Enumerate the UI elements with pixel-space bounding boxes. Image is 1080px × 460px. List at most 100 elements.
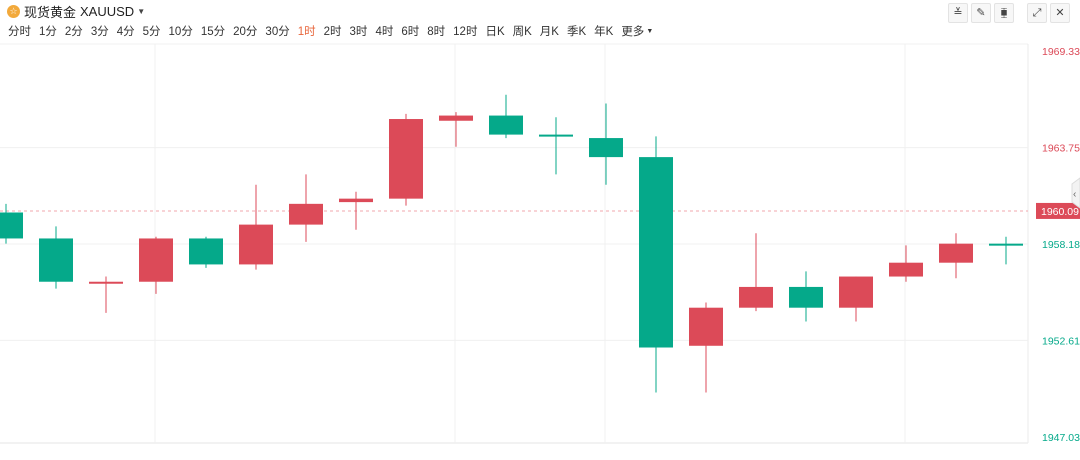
tab-period-1[interactable]: 1分: [39, 23, 57, 39]
tab-period-label: 30分: [265, 26, 290, 38]
symbol-selector[interactable]: ☆ 现货黄金 XAUUSD ▼: [7, 3, 146, 20]
period-tabs: 分时 1分 2分 3分 4分 5分 10分 15分 20分 30分 1时 2时 3时 4时 6时 8时 12时日…: [8, 23, 661, 39]
candle-body: [889, 262, 923, 277]
candle-body: [739, 286, 773, 308]
candle: [889, 245, 923, 282]
tab-period-3[interactable]: 3分: [91, 23, 109, 39]
y-tick-label: 1952.61: [1042, 335, 1080, 347]
tab-period-6[interactable]: 10分: [169, 23, 193, 39]
tab-period-7[interactable]: 15分: [201, 23, 225, 39]
candle: [939, 233, 973, 279]
y-tick-label: 1958.18: [1042, 239, 1080, 251]
tab-period-11[interactable]: 2时: [324, 23, 342, 39]
candle-body: [839, 276, 873, 308]
tab-period-20[interactable]: 季K: [567, 23, 586, 39]
candle: [539, 117, 573, 175]
candle-body: [189, 238, 223, 265]
tab-period-0[interactable]: 分时: [8, 23, 31, 39]
candle: [789, 271, 823, 322]
candle-body: [489, 115, 523, 135]
caret-down-icon: ▼: [646, 28, 654, 36]
tab-period-label: 1时: [297, 26, 316, 38]
candle: [389, 113, 423, 206]
tab-period-label: 20分: [233, 26, 258, 38]
y-axis: 1969.33 1963.75 1958.18 1952.61 1947.03: [1042, 46, 1080, 444]
candle: [689, 302, 723, 393]
tab-period-16[interactable]: 12时: [453, 23, 477, 39]
tab-period-label: 周K: [512, 26, 532, 38]
candle: [839, 276, 873, 322]
tab-period-4[interactable]: 4分: [117, 23, 135, 39]
candle-body: [539, 134, 573, 137]
y-tick-label: 1963.75: [1042, 143, 1080, 155]
current-price-badge: [1036, 202, 1080, 219]
tab-period-12[interactable]: 3时: [350, 23, 368, 39]
y-tick-label: 1969.33: [1042, 46, 1080, 58]
candle-body: [139, 238, 173, 282]
candle-body: [639, 157, 673, 348]
tab-period-label: 分时: [8, 26, 31, 38]
tab-period-19[interactable]: 月K: [540, 23, 559, 39]
tab-period-15[interactable]: 8时: [427, 23, 445, 39]
candle: [589, 103, 623, 185]
fullscreen-icon[interactable]: ⤢: [1027, 3, 1047, 23]
tab-period-21[interactable]: 年K: [594, 23, 613, 39]
candle: [139, 236, 173, 294]
tab-period-10[interactable]: 1时: [298, 23, 316, 39]
candle: [989, 236, 1023, 265]
candle: [339, 191, 373, 230]
candle-body: [389, 119, 423, 199]
candle-body: [589, 138, 623, 158]
tab-period-label: 2分: [64, 26, 83, 38]
candles-layer: [0, 94, 1023, 393]
candle-body: [689, 307, 723, 346]
tab-period-22[interactable]: 更多 ▼: [621, 23, 653, 39]
tab-period-18[interactable]: 周K: [513, 23, 532, 39]
candle: [439, 112, 473, 147]
candle: [89, 276, 123, 313]
candle-body: [39, 238, 73, 282]
tab-period-13[interactable]: 4时: [375, 23, 393, 39]
chevron-left-icon: ‹: [1073, 189, 1076, 200]
caret-down-icon: ▼: [137, 6, 146, 16]
candle-body: [89, 281, 123, 284]
candle: [39, 226, 73, 289]
tab-period-label: 6时: [401, 26, 420, 38]
tab-period-label: 10分: [168, 26, 193, 38]
tab-period-8[interactable]: 20分: [233, 23, 257, 39]
candle-body: [0, 212, 23, 239]
current-price-label: 1960.09: [1041, 206, 1079, 218]
candle: [239, 184, 273, 270]
tab-period-label: 季K: [566, 26, 587, 38]
candle: [289, 174, 323, 242]
candle-body: [239, 224, 273, 265]
tab-period-label: 2时: [323, 26, 342, 38]
candle-style-icon[interactable]: ⧯: [994, 3, 1014, 23]
tab-period-14[interactable]: 6时: [401, 23, 419, 39]
tab-period-label: 月K: [539, 26, 559, 38]
candle: [189, 236, 223, 268]
line-tool-icon[interactable]: ≚: [948, 3, 968, 23]
tab-period-5[interactable]: 5分: [143, 23, 161, 39]
tab-period-label: 4分: [116, 26, 135, 38]
candle: [489, 94, 523, 139]
tab-period-17[interactable]: 日K: [485, 23, 504, 39]
gold-coin-icon: ☆: [7, 4, 20, 18]
collapse-handle[interactable]: ‹: [1071, 177, 1080, 209]
candle-body: [789, 286, 823, 308]
draw-pencil-icon[interactable]: ✎: [971, 3, 991, 23]
y-tick-label: 1947.03: [1042, 432, 1080, 444]
tab-period-label: 5分: [142, 26, 161, 38]
candle-body: [939, 243, 973, 263]
tab-period-2[interactable]: 2分: [65, 23, 83, 39]
tab-period-9[interactable]: 30分: [265, 23, 289, 39]
close-icon[interactable]: ✕: [1050, 3, 1070, 23]
candle-body: [289, 203, 323, 225]
tab-period-label: 1分: [39, 26, 57, 38]
tab-period-label: 4时: [375, 26, 394, 38]
tab-period-label: 年K: [594, 26, 614, 38]
collapse-handle-bg: [1071, 177, 1080, 209]
symbol-code: XAUUSD: [80, 3, 135, 19]
tab-period-label: 12时: [453, 26, 478, 38]
